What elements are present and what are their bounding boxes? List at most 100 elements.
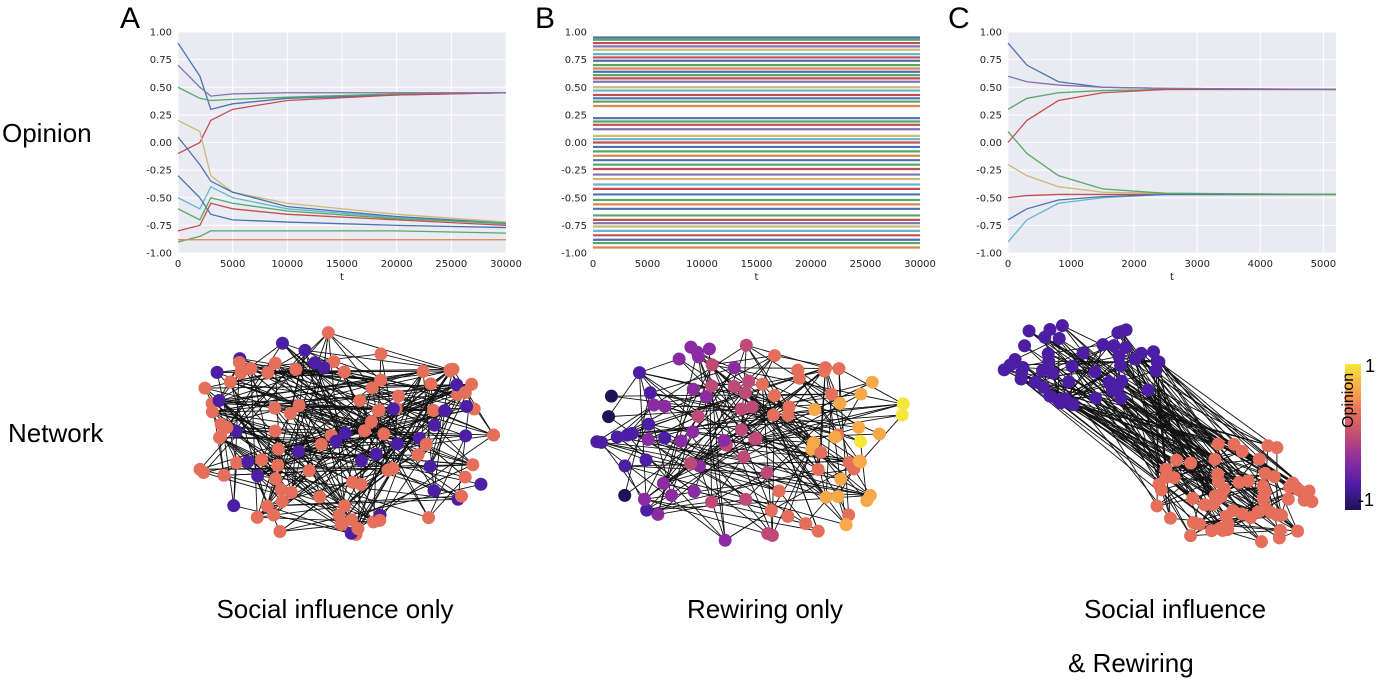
node	[1232, 475, 1246, 489]
edge	[1071, 365, 1158, 507]
node	[244, 361, 258, 375]
node	[610, 430, 624, 444]
node	[643, 386, 657, 400]
node	[1273, 523, 1287, 537]
caption-b: Rewiring only	[686, 594, 844, 624]
x-tick-label: 20000	[381, 259, 413, 270]
node	[269, 472, 283, 486]
node	[1134, 346, 1148, 360]
edge	[770, 442, 814, 511]
edge	[1161, 473, 1218, 491]
node	[755, 377, 769, 391]
edge	[799, 377, 859, 428]
edge	[741, 355, 776, 431]
series-line	[177, 185, 507, 225]
node	[268, 401, 282, 415]
node	[686, 382, 700, 396]
node	[651, 507, 665, 521]
node	[674, 434, 688, 448]
node	[241, 455, 255, 469]
node	[1264, 505, 1278, 519]
node	[1305, 495, 1319, 509]
edge	[274, 362, 346, 434]
edge	[601, 441, 744, 458]
node	[1163, 511, 1177, 525]
node	[289, 362, 303, 376]
caption-a: Social influence only	[216, 594, 454, 624]
series-line	[177, 136, 507, 224]
y-tick-label: 0.00	[565, 138, 587, 149]
node	[358, 424, 372, 438]
node	[818, 361, 832, 375]
x-tick-label: 15000	[326, 259, 358, 270]
y-tick-label: 0.75	[150, 55, 172, 66]
chart-c: 1.00 0.75 0.50 0.25 0.00 -0.25 -0.50 -0.75 -1.00…	[976, 28, 1336, 284]
network-graphs	[193, 319, 1319, 549]
y-tick-label: -0.75	[561, 221, 587, 232]
edge	[212, 407, 397, 413]
x-tick-label: 3000	[1185, 259, 1210, 270]
node	[1261, 439, 1275, 453]
node	[374, 347, 388, 361]
x-tick-label: 0	[1005, 259, 1011, 270]
node	[255, 453, 269, 467]
edge	[596, 441, 871, 496]
y-tick-label: 1.00	[565, 28, 587, 39]
y-tick-label: -0.50	[146, 193, 172, 204]
y-tick-label: -0.25	[146, 166, 172, 177]
x-tick-label: 5000	[1311, 259, 1336, 270]
edge	[352, 383, 472, 483]
node	[1022, 324, 1036, 338]
node	[416, 365, 430, 379]
node	[604, 389, 618, 403]
edge	[344, 371, 458, 395]
node	[1186, 491, 1200, 505]
node	[766, 408, 780, 422]
edge	[657, 367, 826, 515]
node	[212, 393, 226, 407]
edge	[314, 362, 353, 483]
edge	[624, 392, 651, 496]
node	[268, 356, 282, 370]
node	[1211, 437, 1225, 451]
node	[781, 509, 795, 523]
node	[738, 386, 752, 400]
node	[760, 466, 774, 480]
node	[271, 458, 285, 472]
node	[1283, 480, 1297, 494]
series-line	[1007, 193, 1336, 221]
node	[411, 448, 425, 462]
node	[854, 387, 868, 401]
edge	[1082, 352, 1206, 506]
y-tick-label: -0.25	[976, 166, 1002, 177]
x-tick-label: 10000	[271, 259, 303, 270]
node	[327, 355, 341, 369]
node	[1274, 508, 1288, 522]
edge	[304, 349, 345, 373]
node	[459, 429, 473, 443]
edge	[250, 368, 258, 518]
node	[684, 340, 698, 354]
y-tick-label: -0.75	[976, 221, 1002, 232]
node	[632, 366, 646, 380]
y-tick-label: 0.50	[980, 83, 1002, 94]
node	[618, 488, 632, 502]
x-tick-label: 15000	[741, 259, 773, 270]
series-line	[1007, 88, 1336, 143]
node	[251, 469, 265, 483]
edge	[820, 367, 826, 453]
node	[702, 342, 716, 356]
node	[292, 444, 306, 458]
edge	[383, 433, 429, 518]
edge	[711, 438, 757, 503]
node	[1096, 338, 1110, 352]
edge	[708, 348, 713, 502]
node	[727, 379, 741, 393]
edge	[239, 362, 353, 521]
node	[1211, 467, 1225, 481]
node	[772, 484, 786, 498]
edge	[1147, 389, 1275, 477]
edge	[1004, 369, 1278, 449]
node	[351, 522, 365, 536]
node	[213, 431, 227, 445]
